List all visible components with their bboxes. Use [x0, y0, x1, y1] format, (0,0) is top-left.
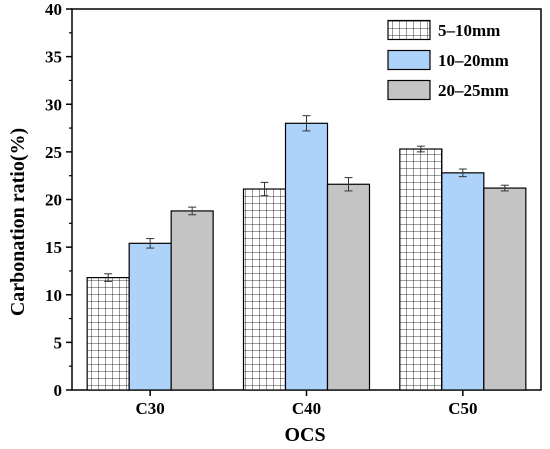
- legend-swatch: [387, 19, 431, 41]
- legend-swatch: [387, 79, 431, 101]
- y-tick-label: 25: [45, 143, 62, 162]
- y-tick-label: 0: [54, 381, 63, 400]
- y-tick-label: 15: [45, 238, 62, 257]
- bar-C30-1: [128, 242, 172, 391]
- y-tick-label: 30: [45, 95, 62, 114]
- bar-C40-1: [284, 122, 329, 391]
- x-tick-label: C30: [136, 399, 165, 418]
- bar-C50-2: [483, 187, 527, 391]
- y-tick-label: 35: [45, 48, 62, 67]
- y-tick-label: 40: [45, 0, 62, 19]
- x-tick-label: C50: [448, 399, 477, 418]
- legend-label: 20–25mm: [438, 81, 509, 100]
- bar-C50-0: [399, 148, 443, 391]
- bar-C40-0: [242, 188, 287, 391]
- legend-swatch: [387, 49, 431, 71]
- legend-label: 5–10mm: [438, 21, 500, 40]
- bar-C30-0: [86, 277, 130, 391]
- plot-area: 0 5 10 15 20 25 30 35 40 C30 C40 C50 5–10mm 10–20mm 20…: [45, 0, 542, 418]
- x-tick-label: C40: [292, 399, 321, 418]
- bar-C40-2: [326, 183, 371, 391]
- legend-label: 10–20mm: [438, 51, 509, 70]
- y-axis-title: Carbonation ratio(%): [7, 128, 29, 316]
- y-tick-label: 10: [45, 286, 62, 305]
- y-tick-label: 20: [45, 191, 62, 210]
- bar-C30-2: [170, 210, 214, 391]
- bar-C50-1: [441, 172, 485, 391]
- x-axis-title: OCS: [284, 424, 325, 446]
- y-tick-label: 5: [54, 333, 63, 352]
